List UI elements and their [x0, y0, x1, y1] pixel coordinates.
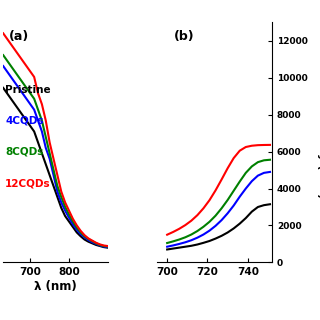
Y-axis label: PL Intensity (a.u.): PL Intensity (a.u.) [317, 86, 320, 199]
X-axis label: λ (nm): λ (nm) [34, 280, 77, 293]
Text: 8CQDs: 8CQDs [5, 147, 44, 157]
Text: 4CQDs: 4CQDs [5, 116, 44, 126]
Text: Pristine: Pristine [5, 84, 51, 95]
Text: 12CQDs: 12CQDs [5, 178, 51, 188]
Text: (a): (a) [8, 30, 29, 43]
Text: (b): (b) [174, 30, 195, 43]
